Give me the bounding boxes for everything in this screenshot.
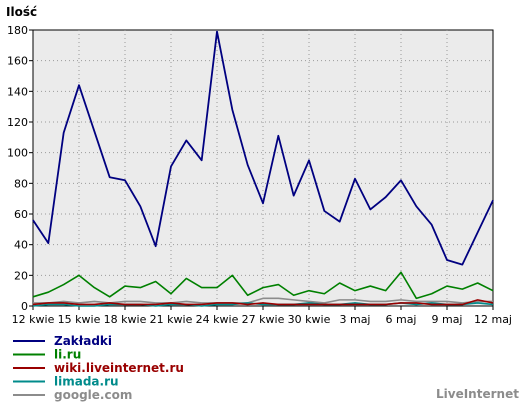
series-line-li-ru <box>32 271 494 300</box>
x-tick-label: 21 kwie <box>150 313 193 326</box>
legend: Zakładkili.ruwiki.liveinternet.rulimada.… <box>13 334 184 402</box>
x-tick-label: 12 maj <box>474 313 512 326</box>
y-tick-label: 160 <box>7 55 28 68</box>
series-line-zak-adki <box>32 30 494 266</box>
y-tick-label: 0 <box>21 300 28 313</box>
y-tick-label: 140 <box>7 85 28 98</box>
series-layer <box>32 30 494 307</box>
y-tick-label: 80 <box>14 177 28 190</box>
x-tick-label: 18 kwie <box>104 313 147 326</box>
x-tick-label: 27 kwie <box>242 313 285 326</box>
y-axis-ticks: 0 20 40 60 80 100 120 140 160 180 <box>7 24 33 313</box>
plot-area <box>32 29 494 307</box>
x-tick-label: 12 kwie <box>12 313 55 326</box>
y-tick-label: 120 <box>7 116 28 129</box>
y-tick-label: 100 <box>7 147 28 160</box>
legend-label: google.com <box>54 388 132 402</box>
x-tick-label: 3 maj <box>339 313 370 326</box>
legend-label: limada.ru <box>54 375 119 389</box>
grid <box>33 30 493 306</box>
y-tick-label: 20 <box>14 269 28 282</box>
brand-label: LiveInternet <box>436 387 519 401</box>
y-axis-label: Ilość <box>6 5 37 19</box>
x-tick-label: 24 kwie <box>196 313 239 326</box>
x-tick-label: 15 kwie <box>58 313 101 326</box>
y-tick-label: 40 <box>14 239 28 252</box>
x-tick-label: 6 maj <box>385 313 416 326</box>
y-tick-label: 180 <box>7 24 28 37</box>
y-tick-label: 60 <box>14 208 28 221</box>
x-axis-ticks: 12 kwie 15 kwie 18 kwie 21 kwie 24 kwie 27 kw… <box>12 306 512 326</box>
x-tick-label: 30 kwie <box>288 313 331 326</box>
series-line-wiki-liveinternet-ru <box>32 299 494 306</box>
series-line-limada-ru <box>32 302 494 307</box>
legend-label: Zakładki <box>54 334 112 348</box>
legend-label: li.ru <box>54 348 81 362</box>
x-tick-label: 9 maj <box>431 313 462 326</box>
legend-label: wiki.liveinternet.ru <box>54 361 184 375</box>
